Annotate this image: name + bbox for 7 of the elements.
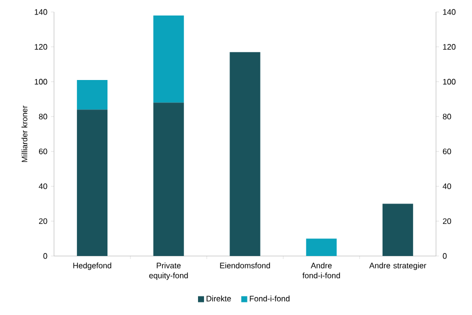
bar [153,102,184,256]
bar [230,52,260,256]
bar [306,238,337,256]
bar [76,80,108,110]
bar [76,110,108,256]
bar [382,204,414,256]
bar [153,15,184,103]
